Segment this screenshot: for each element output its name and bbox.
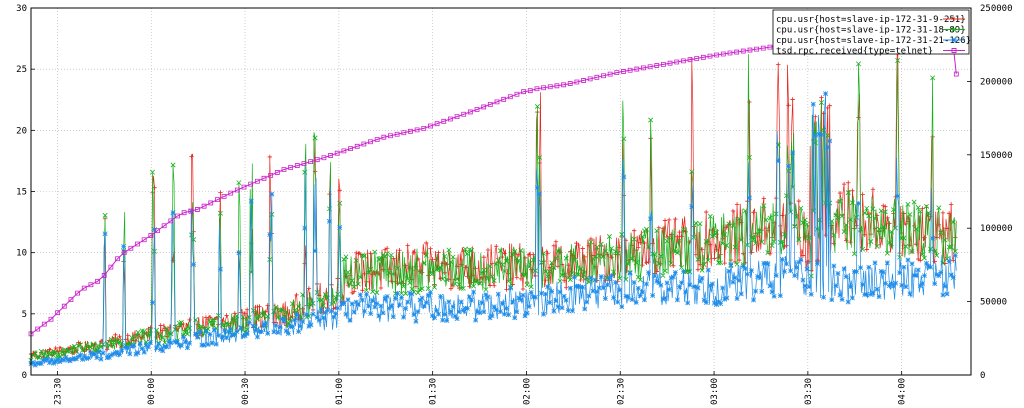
- series-lines: [28, 10, 959, 368]
- y2-tick-label: 50000: [980, 298, 1007, 308]
- y-tick-label: 10: [16, 249, 27, 259]
- y-tick-label: 0: [22, 371, 27, 381]
- y2-tick-label: 250000: [980, 4, 1013, 14]
- y-tick-label: 25: [16, 65, 27, 75]
- x-tick-label: 01:00: [335, 378, 345, 405]
- legend-marker: [951, 16, 957, 22]
- series-line: [30, 54, 957, 361]
- y2-tick-label: 0: [980, 371, 985, 381]
- legend-label: cpu.usr{host=slave-ip-172-31-18-89}: [776, 26, 966, 36]
- legend-label: cpu.usr{host=slave-ip-172-31-9-251}: [776, 15, 966, 25]
- axis-ticks: 0 5 10 15 20 25 30 0 50000 100000 150000 200000 2500…: [16, 4, 1012, 405]
- y-tick-label: 15: [16, 188, 27, 198]
- legend-label: tsd.rpc.received{type=telnet}: [776, 47, 933, 57]
- legend-box: [772, 9, 970, 55]
- x-tick-label: 01:30: [429, 378, 439, 405]
- x-tick-label: 03:00: [710, 378, 720, 405]
- y2-tick-label: 200000: [980, 77, 1013, 87]
- legend-marker: [951, 37, 957, 43]
- x-tick-label: 04:00: [898, 378, 908, 405]
- y-tick-label: 5: [22, 310, 27, 320]
- y2-tick-label: 100000: [980, 224, 1013, 234]
- legend: cpu.usr{host=slave-ip-172-31-9-251}cpu.u…: [772, 9, 971, 57]
- series-markers: [28, 10, 959, 337]
- y2-tick-label: 150000: [980, 151, 1013, 161]
- x-tick-label: 02:30: [616, 378, 626, 405]
- y-tick-label: 20: [16, 126, 27, 136]
- x-tick-label: 00:30: [241, 378, 251, 405]
- legend-marker: [951, 26, 957, 33]
- series-2: [28, 91, 958, 368]
- y-tick-label: 30: [16, 4, 27, 14]
- series-3: [28, 10, 959, 337]
- x-tick-label: 03:30: [804, 378, 814, 405]
- x-tick-label: 23:30: [53, 378, 63, 405]
- legend-marker: [951, 48, 957, 53]
- legend-label: cpu.usr{host=slave-ip-172-31-21-126}: [776, 36, 971, 46]
- x-tick-label: 02:00: [522, 378, 532, 405]
- x-tick-label: 00:00: [147, 378, 157, 405]
